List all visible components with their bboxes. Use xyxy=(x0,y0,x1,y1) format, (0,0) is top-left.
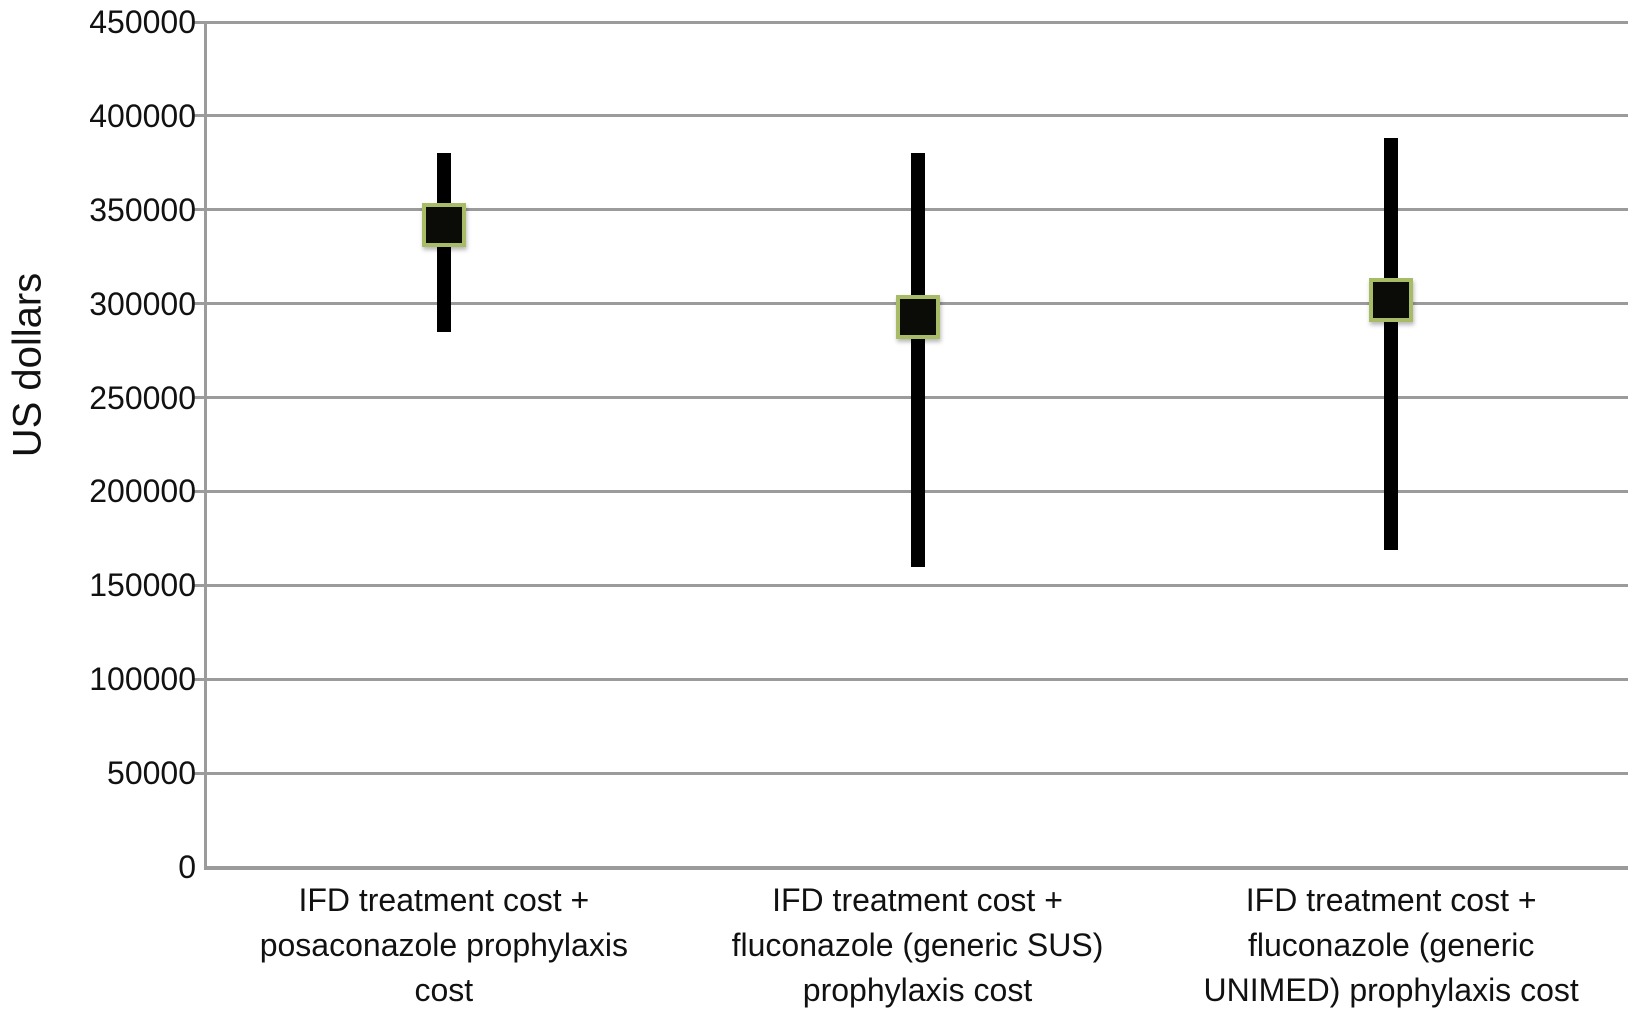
y-tick-mark xyxy=(194,208,207,212)
y-tick-label: 0 xyxy=(178,849,196,885)
y-tick-mark xyxy=(194,583,207,587)
y-tick-mark xyxy=(194,677,207,681)
y-tick-mark xyxy=(194,489,207,493)
gridline xyxy=(199,677,1628,681)
gridline xyxy=(199,20,1628,24)
category-label: IFD treatment cost + fluconazole (generi… xyxy=(1203,882,1579,1008)
category-label: IFD treatment cost + posaconazole prophy… xyxy=(259,882,628,1008)
point-marker xyxy=(421,202,466,247)
point-marker xyxy=(1369,277,1414,322)
range-bar xyxy=(910,153,925,567)
y-axis-line xyxy=(204,22,207,870)
y-tick-label: 450000 xyxy=(89,4,196,40)
y-tick-label: 350000 xyxy=(89,191,196,228)
y-tick-label: 200000 xyxy=(89,473,196,510)
y-tick-label: 150000 xyxy=(89,567,196,604)
gridline xyxy=(199,583,1628,587)
y-tick-mark xyxy=(194,20,207,24)
gridline xyxy=(199,114,1628,118)
y-tick-label: 400000 xyxy=(89,97,196,134)
gridline xyxy=(199,771,1628,775)
x-axis-line xyxy=(204,865,1628,870)
y-tick-label: 100000 xyxy=(89,661,196,698)
y-tick-mark xyxy=(194,114,207,118)
y-tick-mark xyxy=(194,771,207,775)
y-tick-mark xyxy=(194,396,207,400)
y-tick-label: 300000 xyxy=(89,285,196,322)
category-label: IFD treatment cost + fluconazole (generi… xyxy=(731,882,1104,1008)
y-tick-label: 250000 xyxy=(89,379,196,416)
y-tick-mark xyxy=(194,302,207,306)
range-bar xyxy=(1384,138,1399,550)
point-marker xyxy=(895,294,940,339)
y-tick-label: 50000 xyxy=(107,755,196,792)
